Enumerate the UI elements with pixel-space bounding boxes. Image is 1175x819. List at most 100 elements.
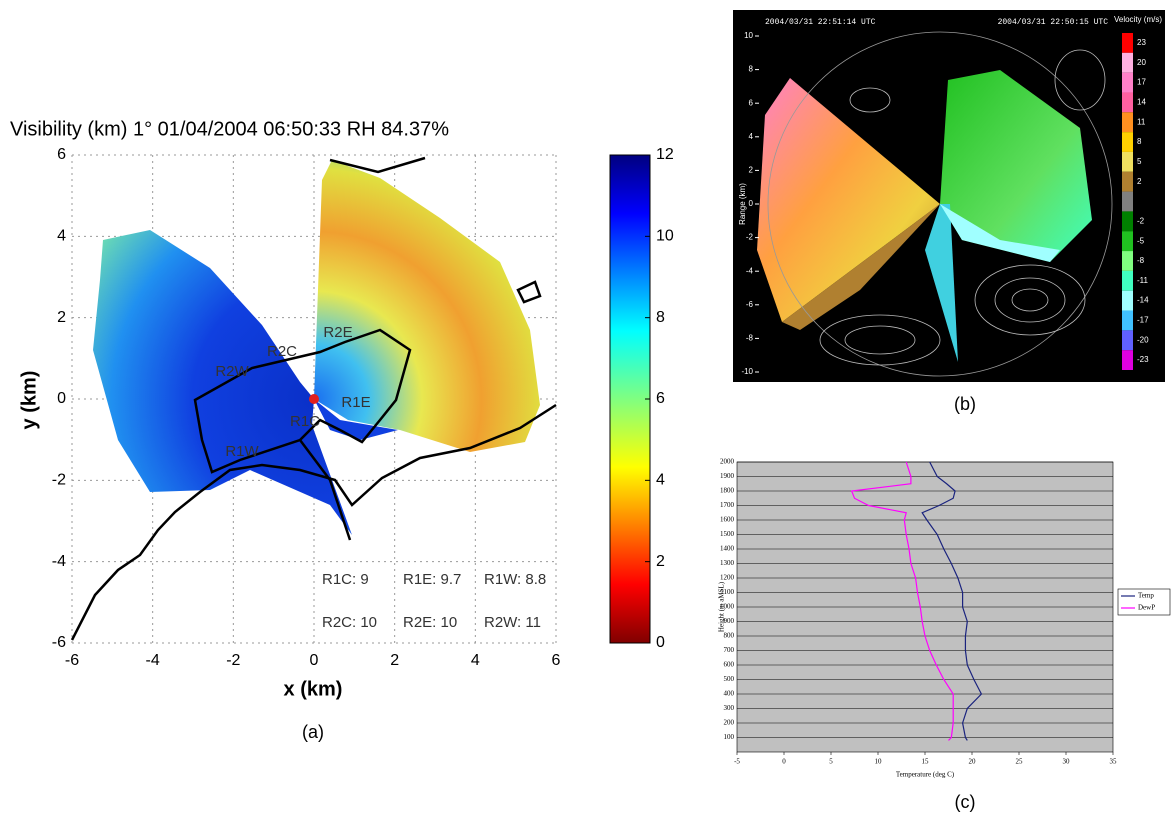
y-tick-label: 900 [724, 617, 735, 625]
colorbar-cell [1122, 211, 1133, 232]
colorbar-label: 20 [1137, 58, 1146, 67]
y-tick-label: 300 [724, 704, 735, 712]
colorbar-label: 8 [1137, 137, 1142, 146]
colorbar-cell [1122, 290, 1133, 311]
y-tick-label: 1400 [720, 545, 735, 553]
y-tick-label: 10 [744, 31, 753, 40]
x-tick-label: -4 [146, 652, 160, 669]
y-tick-label: 800 [724, 632, 735, 640]
y-tick-label: 400 [724, 690, 735, 698]
colorbar-label: -20 [1137, 335, 1149, 344]
site-label: R1E [341, 394, 370, 411]
colorbar-tick-label: 12 [656, 146, 674, 163]
colorbar-cell [1122, 112, 1133, 133]
y-axis-label: Range (km) [738, 183, 747, 225]
y-tick-label: -6 [52, 634, 66, 651]
y-tick-label: 8 [749, 65, 754, 74]
y-tick-label: 4 [57, 228, 66, 245]
x-tick-label: 0 [310, 652, 319, 669]
colorbar-cell [1122, 350, 1133, 370]
y-tick-label: 1800 [720, 487, 735, 495]
y-tick-label: 1900 [720, 472, 735, 480]
y-tick-label: 6 [57, 146, 66, 163]
y-tick-label: 6 [749, 98, 754, 107]
x-tick-label: 15 [922, 758, 930, 766]
colorbar-label: -17 [1137, 316, 1149, 325]
x-axis-label: Temperature (deg C) [896, 771, 955, 779]
y-tick-label: 2 [57, 309, 66, 326]
colorbar-label: -2 [1137, 216, 1145, 225]
chart-title: Visibility (km) 1° 01/04/2004 06:50:33 R… [10, 118, 449, 140]
colorbar-label: 23 [1137, 38, 1146, 47]
colorbar-label: -8 [1137, 256, 1145, 265]
y-tick-label: 1500 [720, 530, 735, 538]
colorbar [609, 154, 651, 644]
colorbar-label: 11 [1137, 117, 1146, 126]
caption: (c) [955, 792, 976, 812]
caption: (b) [954, 394, 976, 414]
caption: (a) [302, 722, 324, 742]
colorbar-cell [1122, 251, 1133, 271]
colorbar-cell [1122, 270, 1133, 291]
annotation: R2E: 10 [403, 614, 457, 631]
site-label: R1C [290, 413, 320, 430]
site-label: R2E [323, 324, 352, 341]
x-tick-label: 20 [969, 758, 977, 766]
timestamp: 2004/03/31 22:51:14 UTC [765, 18, 876, 27]
visibility-field [93, 160, 540, 535]
x-tick-label: -6 [65, 652, 79, 669]
y-axis-label: y (km) [18, 371, 40, 430]
colorbar-tick-label: 2 [656, 553, 665, 570]
y-tick-label: 2000 [720, 458, 735, 466]
y-tick-label: 1000 [720, 603, 735, 611]
site-label: R2W [215, 363, 249, 380]
colorbar-cell [1122, 92, 1133, 113]
y-tick-label: -10 [741, 367, 753, 376]
y-tick-label: 0 [749, 199, 754, 208]
x-tick-label: 2 [390, 652, 399, 669]
colorbar-tick-label: 6 [656, 390, 665, 407]
colorbar-cell [1122, 72, 1133, 93]
series-line [921, 461, 983, 741]
series-line [850, 461, 954, 741]
y-tick-label: 2 [749, 166, 754, 175]
x-tick-label: 35 [1110, 758, 1118, 766]
y-tick-label: -4 [52, 553, 66, 570]
y-tick-label: 100 [724, 733, 735, 741]
legend [1117, 588, 1171, 616]
timestamp: 2004/03/31 22:50:15 UTC [998, 18, 1109, 27]
y-tick-label: 200 [724, 719, 735, 727]
colorbar-cell [1122, 231, 1133, 252]
x-tick-label: 5 [829, 758, 833, 766]
colorbar-cell [1122, 171, 1133, 192]
colorbar-cell [1122, 191, 1133, 212]
x-tick-label: 30 [1063, 758, 1071, 766]
x-tick-label: 10 [875, 758, 883, 766]
colorbar-cell [1122, 33, 1133, 53]
colorbar-label: -23 [1137, 355, 1149, 364]
colorbar-cell [1122, 52, 1133, 73]
site-label: R2C [267, 343, 297, 360]
radar-field [757, 70, 1092, 362]
y-tick-label: 4 [749, 132, 754, 141]
colorbar-label: 5 [1137, 157, 1142, 166]
site-label: R1W [225, 443, 259, 460]
contours [767, 31, 1113, 377]
colorbar-label: -11 [1137, 276, 1149, 285]
annotation: R2C: 10 [322, 614, 377, 631]
colorbar-label: 2 [1137, 177, 1142, 186]
colorbar-tick-label: 10 [656, 228, 674, 245]
colorbar-label: 17 [1137, 78, 1146, 87]
radar-site [309, 394, 319, 404]
colorbar-cell [1122, 330, 1133, 351]
x-tick-label: 6 [552, 652, 561, 669]
x-axis-label: x (km) [284, 678, 343, 700]
x-tick-label: -2 [226, 652, 240, 669]
y-tick-label: 600 [724, 661, 735, 669]
y-tick-label: 1200 [720, 574, 735, 582]
colorbar-label: -14 [1137, 296, 1149, 305]
y-tick-label: -2 [52, 472, 66, 489]
y-tick-label: -4 [746, 266, 754, 275]
y-tick-label: -8 [746, 334, 754, 343]
